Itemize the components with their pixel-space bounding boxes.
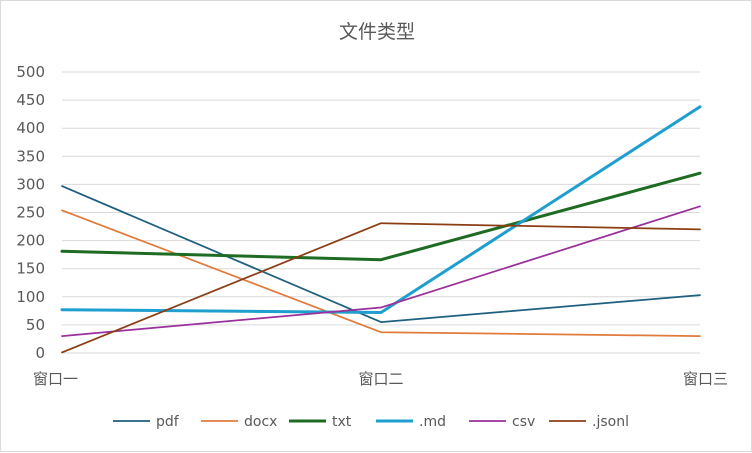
y-tick-label: 250 [16,204,45,222]
legend-label: docx [244,414,277,430]
series-line-csv [61,205,701,337]
y-tick-label: 350 [16,147,45,165]
data-point [62,251,63,252]
legend-label: csv [512,414,535,430]
data-point [381,322,382,323]
series-line-md [60,105,702,314]
series-line-docx [61,209,701,337]
y-tick-label: 100 [16,288,45,306]
y-tick-label: 200 [16,232,45,250]
data-point [700,295,701,296]
series-lines [60,105,702,354]
legend-label: .jsonl [592,414,629,430]
y-tick-label: 400 [16,119,45,137]
gridlines [62,71,700,354]
legend-label: txt [332,414,352,430]
data-point [62,309,63,310]
data-point [62,186,63,187]
data-point [700,229,701,230]
series-line-txt [60,171,702,262]
y-axis-ticks: 0 50 100 150 200 250 300 350 400 450 500 [16,63,45,362]
y-tick-label: 0 [35,344,45,362]
data-point [381,312,382,313]
y-tick-label: 50 [26,316,45,334]
data-point [381,259,382,260]
legend-label: pdf [156,414,180,430]
x-axis-ticks: 窗口一 窗口二 窗口三 [33,370,728,388]
data-point [381,307,382,308]
data-point [700,206,701,207]
data-point [381,223,382,224]
legend: pdf docx txt .md csv .jsonl [113,414,629,430]
data-point [381,332,382,333]
x-tick-label: 窗口二 [358,370,403,388]
series-line-pdf [61,185,701,323]
y-tick-label: 150 [16,260,45,278]
data-point [700,336,701,337]
data-point [62,210,63,211]
y-tick-label: 300 [16,175,45,193]
chart-title: 文件类型 [339,21,415,43]
y-tick-label: 500 [16,63,45,81]
legend-label: .md [419,414,446,430]
x-tick-label: 窗口三 [683,370,728,388]
x-tick-label: 窗口一 [33,370,78,388]
data-point [700,173,701,174]
data-point [62,352,63,353]
series-line-jsonl [61,222,701,354]
data-point [62,336,63,337]
data-point [700,106,701,107]
y-tick-label: 450 [16,91,45,109]
